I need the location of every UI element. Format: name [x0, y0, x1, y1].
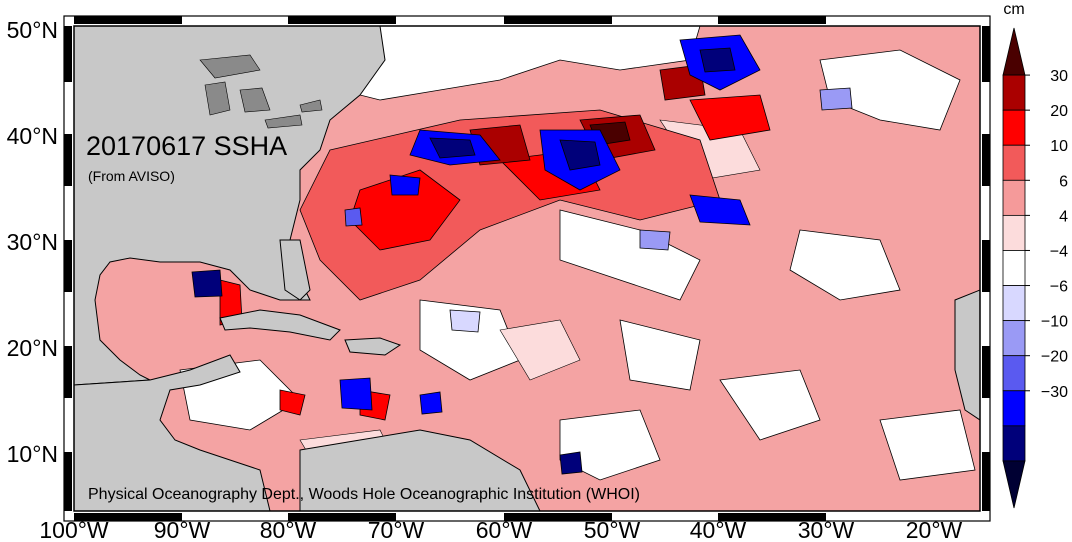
colorbar-swatch	[1002, 425, 1026, 462]
central-america-land	[74, 354, 271, 511]
colorbar-swatch	[1002, 460, 1026, 509]
colorbar-tick-label: 4	[1059, 208, 1068, 225]
colorbar-swatch	[1002, 74, 1026, 111]
north-america-land	[74, 26, 386, 386]
colorbar: cm 30 20 10 6 4 −4 −6 −10 −20 −30	[1002, 1, 1068, 509]
lat-label: 50°N	[7, 17, 58, 43]
colorbar-swatch	[1002, 144, 1026, 181]
lon-label: 20°W	[906, 517, 963, 542]
colorbar-tick-label: 20	[1050, 103, 1068, 120]
colorbar-tick-label: −4	[1050, 243, 1068, 260]
florida-land	[279, 239, 311, 301]
colorbar-swatch	[1002, 250, 1026, 286]
hispaniola-land	[344, 337, 402, 356]
lon-label: 60°W	[476, 517, 533, 542]
lat-label: 10°N	[7, 441, 58, 467]
south-america-land	[299, 429, 541, 511]
africa-land	[954, 289, 980, 421]
lon-label: 50°W	[584, 517, 641, 542]
lat-label: 40°N	[7, 123, 58, 149]
colorbar-swatch	[1002, 214, 1026, 251]
lon-label: 90°W	[154, 517, 211, 542]
colorbar-swatch	[1002, 355, 1026, 392]
colorbar-tick-label: −6	[1050, 279, 1068, 296]
colorbar-tick-label: −10	[1041, 314, 1068, 331]
source-note: (From AVISO)	[88, 168, 175, 184]
colorbar-swatch	[1002, 27, 1026, 76]
colorbar-swatch	[1002, 320, 1026, 357]
cuba-land	[219, 309, 341, 341]
latitude-axis: 50°N 40°N 30°N 20°N 10°N	[7, 17, 58, 467]
neutral-anomaly-regions	[179, 26, 976, 481]
credit-line: Physical Oceanography Dept., Woods Hole …	[88, 486, 640, 503]
colorbar-tick-label: 6	[1059, 173, 1068, 190]
great-lakes	[199, 54, 323, 129]
plot-frame	[63, 15, 991, 522]
colorbar-swatch	[1002, 390, 1026, 427]
colorbar-tick-label: 10	[1050, 138, 1068, 155]
longitude-axis: 100°W 90°W 80°W 70°W 60°W 50°W 40°W 30°W…	[39, 517, 962, 542]
lat-label: 30°N	[7, 229, 58, 255]
lon-label: 40°W	[690, 517, 747, 542]
colorbar-swatch	[1002, 285, 1026, 322]
colorbar-tick-label: −20	[1041, 349, 1068, 366]
lon-label: 70°W	[368, 517, 425, 542]
map-title: 20170617 SSHA	[86, 131, 287, 161]
colorbar-tick-label: 30	[1050, 68, 1068, 85]
map-plot-area	[74, 26, 980, 511]
colorbar-swatch	[1002, 109, 1026, 146]
colorbar-tick-label: −30	[1041, 384, 1068, 401]
land-masses	[74, 26, 980, 511]
lon-label: 80°W	[260, 517, 317, 542]
lon-label: 30°W	[798, 517, 855, 542]
negative-anomaly-regions	[79, 34, 853, 475]
lat-label: 20°N	[7, 335, 58, 361]
colorbar-swatch	[1002, 179, 1026, 216]
colorbar-unit: cm	[1003, 1, 1024, 18]
lon-label: 100°W	[39, 517, 109, 542]
